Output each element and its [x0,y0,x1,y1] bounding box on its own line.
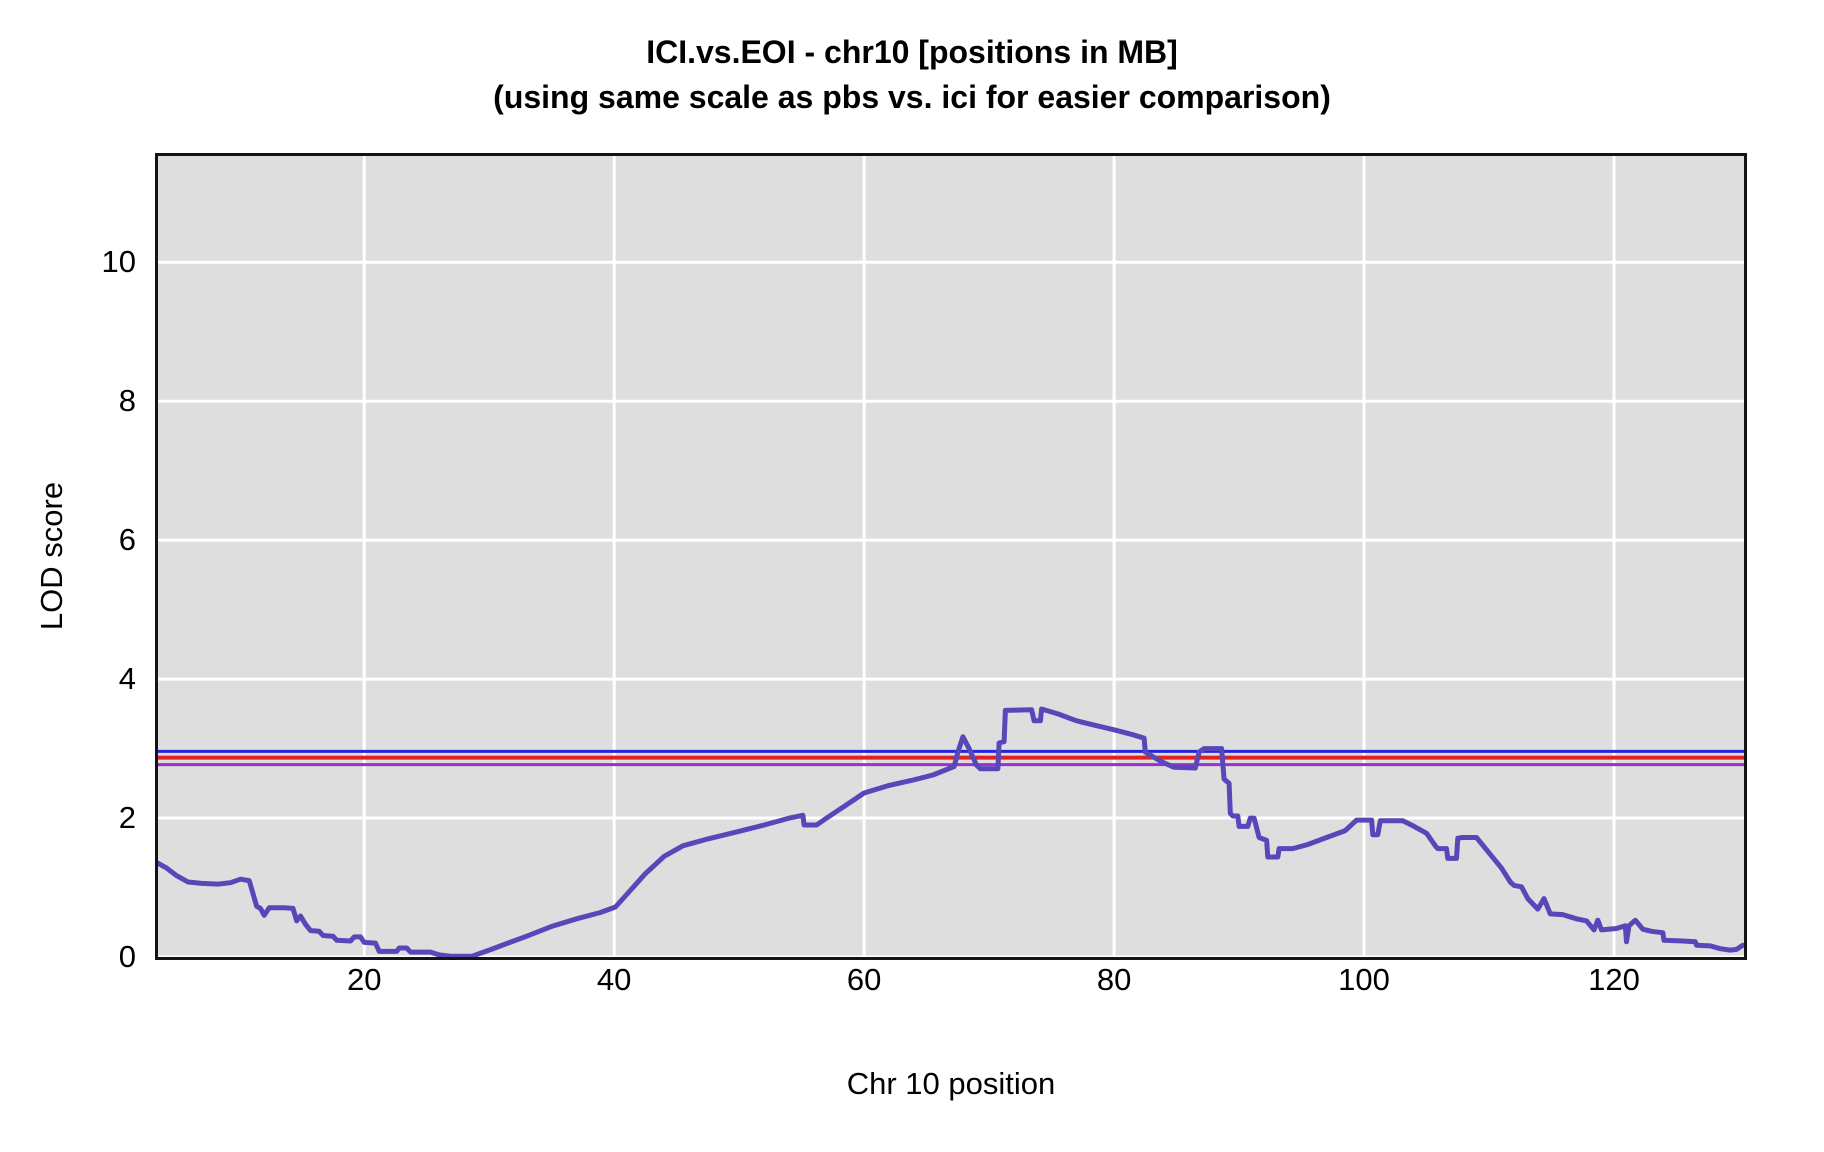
lod-curve [158,706,1744,957]
chart-title: ICI.vs.EOI - chr10 [positions in MB] [646,34,1178,70]
x-tick-label: 60 [846,962,882,997]
y-tick-label: 10 [101,244,136,280]
x-axis-title: Chr 10 position [846,1066,1056,1101]
chart-title-block: ICI.vs.EOI - chr10 [positions in MB] (us… [0,30,1824,120]
x-tick-label: 20 [346,962,382,997]
y-tick-label: 2 [118,800,136,836]
y-tick-label: 6 [118,522,136,558]
x-tick-label: 40 [596,962,632,997]
y-tick-label: 8 [118,383,136,419]
lod-chart-svg [158,156,1744,957]
y-tick-label: 4 [118,661,136,697]
x-tick-label: 120 [1588,962,1640,997]
x-tick-label: 100 [1338,962,1390,997]
x-tick-label: 80 [1096,962,1132,997]
plot-area [155,153,1747,960]
y-tick-label: 0 [118,939,136,974]
chart-subtitle: (using same scale as pbs vs. ici for eas… [493,79,1331,115]
